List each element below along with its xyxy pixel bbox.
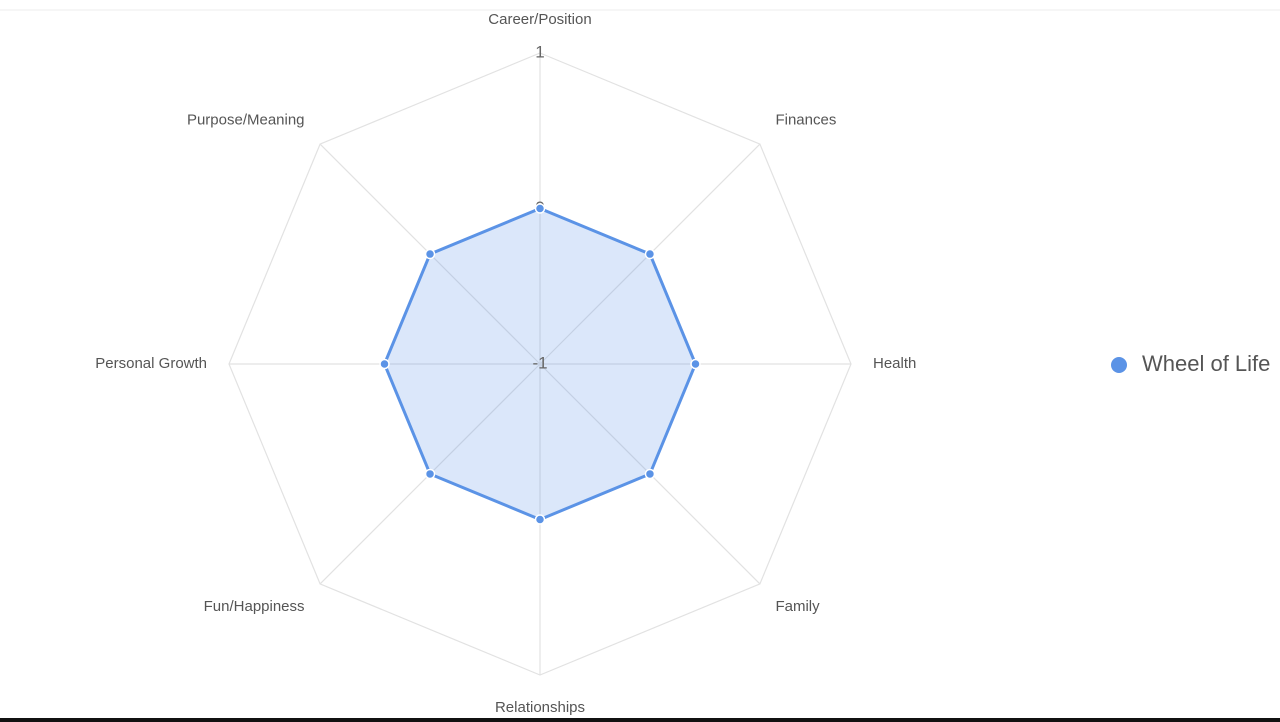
data-point bbox=[690, 358, 701, 370]
data-point bbox=[424, 248, 436, 260]
bottom-border bbox=[0, 718, 1280, 722]
tick-label: -1 bbox=[532, 353, 547, 372]
data-point bbox=[644, 248, 656, 260]
axis-label: Relationships bbox=[495, 699, 585, 716]
tick-label: 1 bbox=[535, 42, 544, 61]
legend-marker bbox=[1111, 357, 1127, 373]
axis-label: Health bbox=[873, 355, 916, 372]
axis-label: Fun/Happiness bbox=[204, 598, 305, 615]
data-point bbox=[644, 468, 656, 480]
axis-label: Finances bbox=[775, 112, 836, 129]
legend-label: Wheel of Life bbox=[1142, 351, 1270, 376]
data-point bbox=[534, 203, 546, 214]
axis-label: Career/Position bbox=[488, 11, 591, 28]
data-point bbox=[379, 358, 390, 370]
data-point bbox=[424, 468, 436, 480]
data-point bbox=[534, 514, 546, 525]
axis-label: Purpose/Meaning bbox=[187, 112, 305, 129]
axis-label: Family bbox=[775, 598, 820, 615]
axis-label: Personal Growth bbox=[95, 355, 207, 372]
